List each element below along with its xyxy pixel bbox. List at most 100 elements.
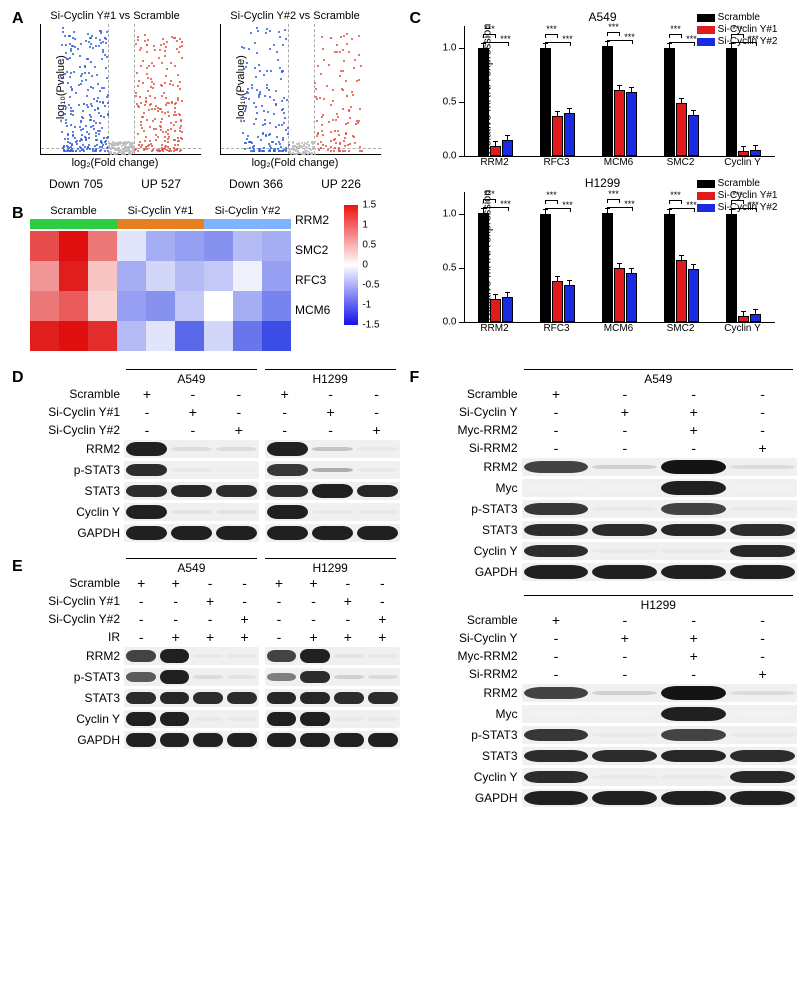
heatmap-cell (117, 231, 146, 261)
wb-band (357, 447, 398, 452)
wb-sign: - (590, 386, 659, 402)
wb-band (661, 707, 726, 720)
wb-protein-label: GAPDH (428, 565, 522, 579)
colorbar-tick: -1.5 (362, 320, 379, 331)
heatmap-cell (146, 261, 175, 291)
wb-band (267, 673, 297, 681)
wb-sign: + (193, 593, 227, 609)
wb-cellline-header: A549 (126, 369, 257, 386)
heatmap-cell (204, 261, 233, 291)
wb-band (334, 717, 364, 722)
wb-band (160, 670, 190, 683)
volcano-xlabel: log₂(Fold change) (210, 157, 380, 169)
wb-band (267, 712, 297, 725)
wb-sign: - (590, 666, 659, 682)
wb-band (334, 654, 364, 659)
wb-sign: - (590, 440, 659, 456)
wb-band (171, 510, 212, 515)
wb-treatment-label: IR (30, 630, 124, 644)
wb-protein-label: p-STAT3 (30, 463, 124, 477)
bar-group (478, 209, 513, 322)
wb-protein-label: RRM2 (428, 460, 522, 474)
barchart-xlabel: RRM2 (464, 157, 526, 168)
heatmap-cell (88, 291, 117, 321)
heatmap-cell (146, 321, 175, 351)
wb-band (661, 481, 726, 494)
wb-treatment-label: Si-Cyclin Y (428, 631, 522, 645)
wb-band (524, 729, 589, 741)
wb-band (193, 654, 223, 659)
wb-band (592, 791, 657, 804)
wb-band (524, 750, 589, 763)
heatmap-cell (233, 231, 262, 261)
wb-band (216, 468, 257, 473)
wb-band (592, 750, 657, 763)
wb-protein-label: RRM2 (30, 442, 124, 456)
wb-band (730, 524, 795, 537)
bar (602, 46, 613, 157)
heatmap-col-header: Si-Cyclin Y#2 (204, 205, 291, 217)
wb-band (357, 485, 398, 498)
volcano-counts: Down 705UP 527 (30, 177, 200, 191)
wb-sign: - (365, 575, 399, 591)
wb-protein-label: GAPDH (428, 791, 522, 805)
bar (750, 314, 761, 322)
wb-sign: + (331, 593, 365, 609)
wb-band (730, 791, 795, 804)
wb-sign: - (728, 404, 797, 420)
barchart-xlabel: Cyclin Y (712, 157, 774, 168)
wb-sign: + (262, 386, 308, 402)
wb-band (267, 733, 297, 746)
wb-band (227, 692, 257, 705)
wb-band (300, 712, 330, 725)
wb-band (524, 545, 589, 558)
heatmap-cell (88, 261, 117, 291)
bar-group (664, 210, 699, 322)
wb-band (357, 510, 398, 515)
wb-band (126, 692, 156, 705)
wb-band (730, 465, 795, 470)
wb-protein-label: Myc (428, 481, 522, 495)
volcano-title: Si-Cyclin Y#2 vs Scramble (210, 10, 380, 22)
wb-band (312, 484, 353, 497)
heatmap-cell (233, 261, 262, 291)
wb-protein-label: Myc (428, 707, 522, 721)
bar (614, 90, 625, 156)
wb-band (730, 771, 795, 784)
wb-sign: - (227, 593, 261, 609)
wb-sign: + (331, 629, 365, 645)
wb-protein-label: Cyclin Y (30, 505, 124, 519)
wb-sign: - (296, 593, 330, 609)
wb-protein-label: GAPDH (30, 526, 124, 540)
wb-sign: - (262, 404, 308, 420)
wb-band (661, 729, 726, 740)
wb-band (592, 733, 657, 738)
wb-sign: - (331, 575, 365, 591)
wb-band (592, 565, 657, 578)
wb-treatment-label: Si-Cyclin Y (428, 405, 522, 419)
wb-sign: - (262, 611, 296, 627)
wb-cellline-header: A549 (524, 369, 794, 386)
wb-band (216, 447, 257, 452)
heatmap-cell (59, 321, 88, 351)
wb-sign: - (216, 404, 262, 420)
wb-band (334, 675, 364, 680)
bar-group (540, 44, 575, 156)
wb-band (216, 510, 257, 515)
wb-band (592, 486, 657, 491)
wb-sign: - (659, 612, 728, 628)
bar (614, 268, 625, 322)
wb-treatment-label: Si-Cyclin Y#1 (30, 594, 124, 608)
bar (626, 92, 637, 156)
heatmap-row-label: SMC2 (295, 235, 330, 265)
wb-sign: - (659, 386, 728, 402)
wb-sign: - (308, 422, 354, 438)
wb-band (227, 654, 257, 659)
bar (664, 48, 675, 156)
wb-treatment-label: Scramble (428, 613, 522, 627)
wb-sign: - (728, 612, 797, 628)
wb-protein-label: RRM2 (428, 686, 522, 700)
panel-F: F A549Scramble+---Si-Cyclin Y-++-Myc-RRM… (408, 369, 798, 807)
bar (626, 273, 637, 322)
wb-sign: + (522, 386, 591, 402)
